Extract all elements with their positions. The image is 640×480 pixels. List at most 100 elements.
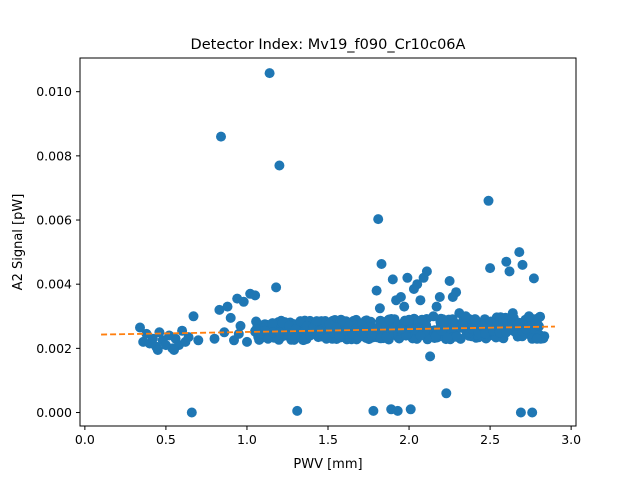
scatter-point: [515, 407, 526, 418]
scatter-point: [274, 160, 285, 171]
scatter-point: [514, 247, 525, 258]
x-tick-label: 1.0: [237, 432, 257, 447]
scatter-point: [448, 318, 459, 329]
x-tick-label: 2.5: [480, 432, 500, 447]
scatter-point: [271, 282, 282, 293]
scatter-point: [498, 317, 509, 328]
scatter-point: [507, 308, 518, 319]
scatter-point: [442, 332, 453, 343]
scatter-point: [428, 311, 439, 322]
y-tick-label: 0.006: [36, 213, 72, 228]
scatter-point: [485, 263, 496, 274]
scatter-point: [216, 131, 226, 142]
scatter-point: [460, 311, 471, 322]
scatter-point: [193, 335, 204, 346]
x-tick-label: 0.5: [156, 432, 176, 447]
scatter-point: [399, 315, 410, 326]
scatter-point: [371, 285, 382, 296]
scatter-point: [222, 301, 233, 312]
fit-line: [101, 325, 555, 336]
scatter-point: [421, 266, 432, 277]
scatter-point: [533, 320, 544, 331]
scatter-point: [457, 319, 468, 330]
x-tick-label: 2.0: [399, 432, 419, 447]
x-tick-label: 3.0: [561, 432, 581, 447]
x-axis-label: PWV [mm]: [293, 457, 362, 472]
scatter-point: [135, 322, 145, 333]
scatter-point: [417, 314, 427, 325]
scatter-point: [434, 292, 445, 302]
scatter-point: [219, 327, 230, 338]
scatter-point: [368, 405, 379, 416]
scatter-point: [504, 266, 515, 277]
scatter-point: [154, 327, 165, 338]
scatter-point: [305, 330, 316, 341]
scatter-point: [395, 292, 406, 302]
x-axis: 0.0 0.5 1.0 1.5 2.0 2.5 3.0: [75, 426, 581, 447]
scatter-point: [412, 279, 423, 290]
scatter-point: [501, 327, 512, 338]
scatter-point: [431, 301, 442, 312]
scatter-point: [233, 328, 244, 339]
scatter-point: [292, 405, 303, 416]
scatter-point: [371, 323, 382, 334]
scatter-point: [408, 324, 419, 335]
scatter-point: [405, 404, 416, 415]
scatter-point: [441, 388, 452, 399]
scatter-point: [242, 336, 252, 347]
scatter-point: [520, 324, 531, 335]
scatter-point: [384, 314, 395, 325]
y-tick-label: 0.004: [36, 277, 72, 292]
scatter-point: [251, 316, 262, 327]
scatter-point: [183, 332, 194, 343]
y-tick-label: 0.000: [36, 405, 72, 420]
scatter-point: [374, 303, 385, 314]
scatter-point: [376, 259, 387, 269]
scatter-point: [532, 333, 543, 344]
scatter-point: [527, 407, 538, 418]
scatter-point: [436, 325, 447, 336]
scatter-point: [188, 311, 199, 322]
y-tick-label: 0.002: [36, 341, 72, 356]
scatter-point: [267, 318, 278, 329]
scatter-point: [274, 327, 285, 338]
scatter-point: [480, 328, 491, 339]
scatter-point: [470, 314, 481, 325]
scatter-point: [321, 333, 332, 344]
scatter-point: [250, 290, 261, 301]
scatter-point: [311, 316, 322, 327]
scatter-point: [259, 325, 270, 336]
scatter-point: [425, 351, 436, 362]
scatter-point: [238, 296, 249, 307]
scatter-point: [152, 345, 163, 355]
scatter-point: [264, 68, 275, 79]
scatter-point: [483, 195, 494, 206]
scatter-point: [399, 301, 410, 312]
x-tick-label: 0.0: [75, 432, 95, 447]
scatter-point: [402, 272, 413, 283]
scatter-point: [355, 325, 366, 336]
y-tick-label: 0.008: [36, 148, 72, 163]
scatter-point: [147, 333, 158, 344]
plot-area: [101, 68, 555, 418]
scatter-point: [169, 345, 179, 355]
scatter-point: [392, 405, 403, 416]
chart-title: Detector Index: Mv19_f090_Cr10c06A: [191, 37, 466, 53]
y-axis-label: A2 Signal [pW]: [11, 194, 26, 291]
y-axis: 0.000 0.002 0.004 0.006 0.008 0.010: [36, 84, 80, 420]
scatter-point: [517, 259, 528, 270]
scatter-point: [209, 333, 220, 344]
scatter-point: [214, 304, 225, 315]
scatter-point: [451, 331, 462, 342]
scatter-point: [438, 316, 449, 327]
scatter-point: [387, 274, 398, 285]
scatter-point: [524, 311, 534, 322]
scatter-point: [373, 214, 384, 225]
scatter-point: [511, 320, 521, 331]
scatter-point: [451, 287, 462, 298]
scatter-point: [225, 312, 236, 323]
scatter-point: [235, 320, 246, 331]
scatter-point: [366, 330, 377, 341]
